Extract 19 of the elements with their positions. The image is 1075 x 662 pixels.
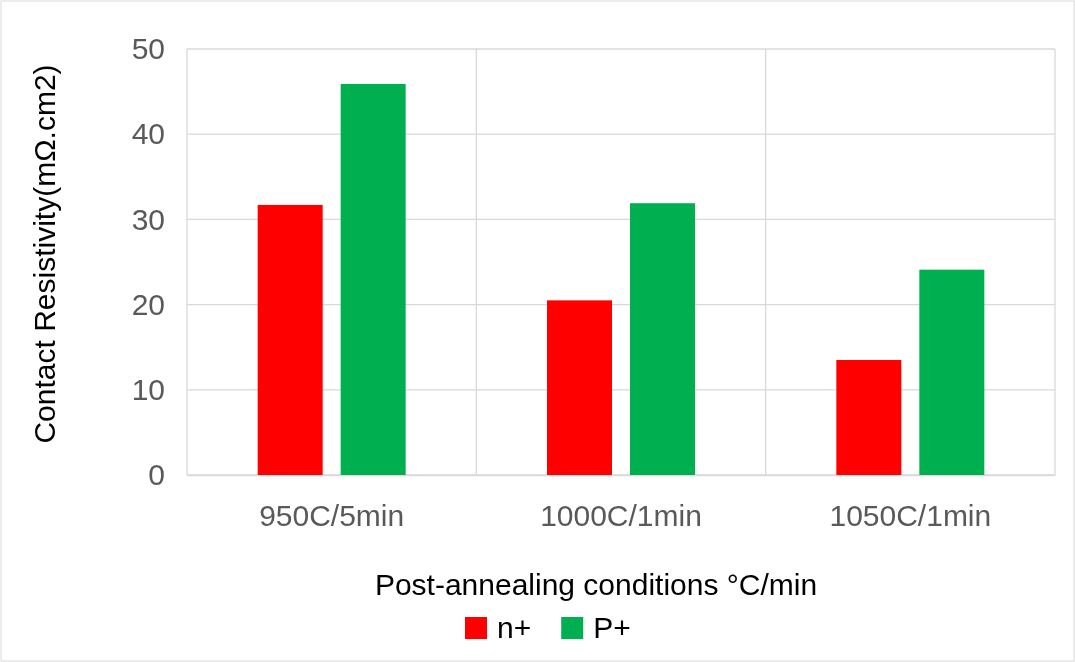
legend-label: P+ (593, 611, 631, 644)
x-axis-title: Post-annealing conditions °C/min (374, 568, 818, 601)
y-axis-title: Contact Resistivity(mΩ.cm2) (28, 64, 61, 444)
y-tick-label: 20 (131, 287, 165, 321)
x-tick-label: 1050C/1min (829, 499, 992, 533)
bar (836, 359, 902, 475)
bar (919, 269, 985, 475)
bar (547, 300, 612, 475)
y-tick-label: 0 (148, 458, 165, 492)
x-tick-label: 950C/5min (259, 499, 405, 533)
y-tick-label: 30 (131, 202, 165, 236)
y-tick-label: 10 (131, 372, 165, 406)
y-tick-label: 40 (131, 117, 165, 151)
legend-label: n+ (497, 611, 532, 644)
bar (257, 204, 323, 475)
y-tick-label: 50 (131, 32, 165, 66)
bar (340, 83, 406, 475)
x-tick-label: 1000C/1min (540, 499, 702, 533)
bar (630, 203, 695, 475)
